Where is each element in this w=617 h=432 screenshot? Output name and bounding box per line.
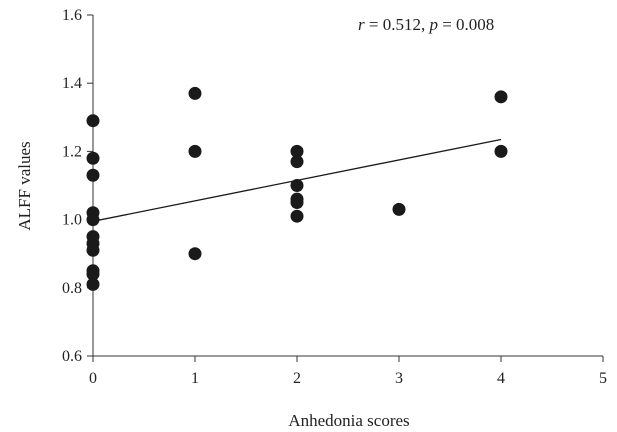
data-point <box>188 247 202 261</box>
x-axis-title: Anhedonia scores <box>288 411 409 430</box>
data-point <box>290 155 304 169</box>
data-point <box>86 243 100 257</box>
data-points <box>86 86 508 291</box>
p-value: = 0.008 <box>438 15 494 34</box>
x-axis: 0 1 2 3 4 5 <box>89 355 607 387</box>
x-tick-label: 4 <box>497 370 505 387</box>
data-point <box>86 267 100 281</box>
data-point <box>392 202 406 216</box>
y-tick-label: 1.4 <box>62 75 82 92</box>
data-point <box>494 90 508 104</box>
data-point <box>494 144 508 158</box>
x-tick-label: 0 <box>89 370 97 387</box>
x-tick-label: 5 <box>599 370 607 387</box>
data-point <box>86 168 100 182</box>
y-tick-label: 1.6 <box>62 7 82 24</box>
data-point <box>290 196 304 210</box>
data-point <box>188 144 202 158</box>
data-point <box>290 209 304 223</box>
correlation-annotation: r = 0.512, p = 0.008 <box>358 15 494 34</box>
y-tick-label: 1.2 <box>62 143 82 160</box>
r-value: = 0.512, <box>365 15 430 34</box>
data-point <box>290 179 304 192</box>
x-tick-label: 2 <box>293 370 301 387</box>
y-tick-label: 0.6 <box>62 348 82 365</box>
data-point <box>86 277 100 291</box>
p-symbol: p <box>428 15 438 34</box>
y-axis: 0.6 0.8 1.0 1.2 1.4 1.6 <box>62 7 94 365</box>
r-symbol: r <box>358 15 365 34</box>
y-axis-title: ALFF values <box>15 141 34 230</box>
data-point <box>86 114 100 128</box>
data-point <box>290 144 304 158</box>
data-point <box>86 213 100 227</box>
data-point <box>188 86 202 100</box>
y-tick-label: 0.8 <box>62 280 82 297</box>
data-point <box>86 151 100 165</box>
y-tick-label: 1.0 <box>62 212 82 229</box>
x-tick-label: 3 <box>395 370 403 387</box>
x-tick-label: 1 <box>191 370 199 387</box>
